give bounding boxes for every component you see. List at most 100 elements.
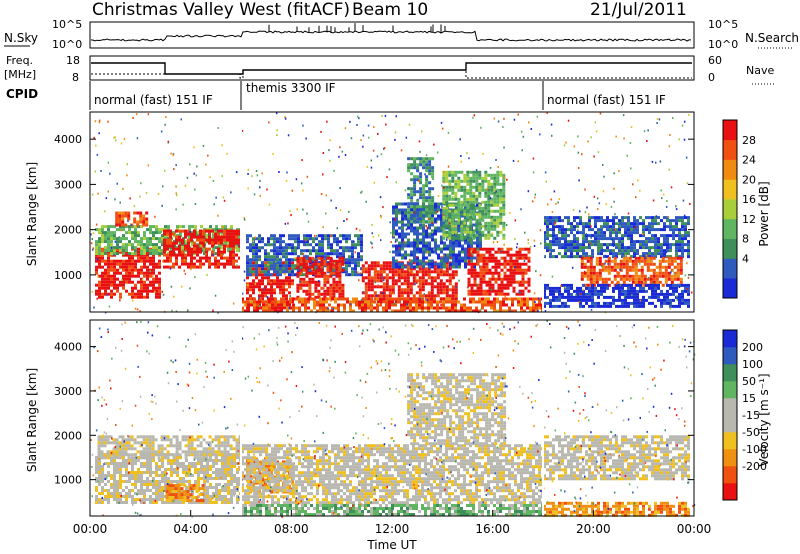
- velocity-colorbar-swatch-9: [723, 330, 737, 348]
- xtick-label-3: 12:00: [375, 522, 410, 536]
- velocity-ytick-label-1: 3000: [54, 385, 82, 398]
- power-axes: [89, 111, 695, 313]
- power-colorbar-tick-0: 28: [742, 134, 756, 147]
- xtick-label-5: 20:00: [576, 522, 611, 536]
- velocity-colorbar-label: Velocity [m s⁻¹]: [757, 373, 771, 466]
- power-ytick-label-0: 4000: [54, 133, 82, 146]
- velocity-colorbar-swatch-1: [723, 466, 737, 484]
- n-tick-right-top: 10^5: [708, 18, 738, 31]
- power-colorbar-swatch-6: [723, 159, 737, 180]
- n-tick-left-bottom: 10^0: [52, 38, 82, 51]
- power-colorbar-frame: [722, 119, 738, 299]
- velocity-colorbar-swatch-7: [723, 364, 737, 382]
- power-region-14: [580, 256, 683, 287]
- noise-axes: [89, 21, 695, 49]
- date-label: 21/Jul/2011: [590, 0, 687, 20]
- nave-trace: [91, 69, 692, 79]
- freq-unit: [MHz]: [4, 68, 36, 81]
- velocity-scatter: [90, 320, 696, 518]
- freq-trace: [91, 62, 692, 75]
- velocity-colorbar: 200 100 50 15 -15 -50 -100 -200: [722, 329, 767, 501]
- power-colorbar-tick-6: 4: [742, 252, 749, 265]
- velocity-xticks: 00:00 04:00 08:00 12:00 16:00 20:00 00:00: [73, 510, 712, 536]
- power-colorbar-swatch-8: [723, 120, 737, 141]
- station-title: Christmas Valley West (fitACF): [92, 0, 350, 20]
- velocity-ylabel: Slant Range [km]: [25, 368, 39, 472]
- velocity-heatmap: [90, 320, 696, 518]
- velocity-region-1: [97, 435, 242, 460]
- freq-tick-bottom: 8: [72, 71, 79, 84]
- power-colorbar-tick-4: 12: [742, 213, 756, 226]
- power-region-6: [296, 256, 345, 299]
- nave-tick-top: 60: [708, 54, 722, 67]
- power-region-2: [163, 229, 241, 269]
- velocity-yticks: 4000 3000 2000 1000: [54, 341, 694, 487]
- velocity-colorbar-tick-7: -200: [742, 460, 767, 473]
- power-region-9: [407, 157, 435, 224]
- velocity-colorbar-tick-3: 15: [742, 392, 756, 405]
- nave-tick-bottom: 0: [708, 71, 715, 84]
- power-colorbar-tick-1: 24: [742, 154, 756, 167]
- power-colorbar-tick-3: 16: [742, 193, 756, 206]
- velocity-region-7: [543, 435, 690, 481]
- velocity-region-8: [543, 501, 690, 517]
- power-colorbar-label: Power [dB]: [757, 181, 771, 246]
- power-region-15: [543, 283, 690, 308]
- velocity-colorbar-tick-6: -100: [742, 443, 767, 456]
- velocity-ytick-label-0: 4000: [54, 341, 82, 354]
- power-region-7: [361, 261, 458, 304]
- power-ytick-label-1: 3000: [54, 178, 82, 191]
- xtick-label-2: 08:00: [274, 522, 309, 536]
- beam-label: Beam 10: [352, 0, 428, 20]
- nsky-spikes: [268, 23, 446, 33]
- velocity-region-2: [165, 484, 205, 503]
- time-xlabel: Time UT: [366, 538, 417, 552]
- power-region-3: [115, 211, 149, 227]
- cpid-label: CPID: [6, 87, 38, 101]
- power-ytick-label-3: 1000: [54, 269, 82, 282]
- xtick-label-6: 00:00: [677, 522, 712, 536]
- velocity-colorbar-swatch-0: [723, 483, 737, 501]
- power-region-11: [467, 247, 531, 296]
- velocity-colorbar-frame: [722, 329, 738, 501]
- power-region-13: [543, 216, 690, 259]
- power-colorbar-swatch-7: [723, 139, 737, 160]
- velocity-colorbar-tick-1: 100: [742, 358, 763, 371]
- n-tick-left-top: 10^5: [52, 18, 82, 31]
- power-colorbar-swatch-2: [723, 238, 737, 259]
- power-colorbar-swatch-4: [723, 199, 737, 220]
- velocity-colorbar-tick-5: -50: [742, 426, 760, 439]
- velocity-colorbar-tick-4: -15: [742, 409, 760, 422]
- cpid-segment-0: normal (fast) 151 IF: [94, 93, 213, 107]
- velocity-colorbar-swatch-8: [723, 347, 737, 365]
- power-ytick-label-2: 2000: [54, 224, 82, 237]
- nsky-trace: [90, 30, 691, 42]
- power-colorbar-swatch-1: [723, 258, 737, 279]
- velocity-region-0: [95, 453, 242, 504]
- power-region-12: [241, 297, 544, 313]
- velocity-ytick-label-3: 1000: [54, 474, 82, 487]
- power-colorbar-tick-5: 8: [742, 233, 749, 246]
- nsearch-label: N.Search: [745, 31, 799, 45]
- freq-axes: [89, 55, 695, 81]
- power-ylabel: Slant Range [km]: [25, 162, 39, 266]
- power-region-10: [442, 170, 506, 240]
- power-heatmap: [90, 112, 693, 314]
- n-tick-right-bottom: 10^0: [708, 38, 738, 51]
- velocity-region-4: [241, 444, 544, 505]
- power-colorbar-swatch-0: [723, 278, 737, 299]
- velocity-colorbar-swatch-4: [723, 415, 737, 433]
- power-region-0: [95, 247, 161, 299]
- power-scatter: [90, 112, 693, 314]
- power-colorbar-swatch-5: [723, 179, 737, 200]
- velocity-colorbar-tick-2: 50: [742, 375, 756, 388]
- noise-panel: N.Sky 10^5 10^0 10^5 10^0 N.Search: [4, 18, 799, 51]
- power-colorbar: 28 24 20 16 12 8 4: [722, 119, 756, 299]
- velocity-colorbar-swatch-6: [723, 381, 737, 399]
- freq-label: Freq.: [6, 54, 33, 67]
- power-yticks: 4000 3000 2000 1000: [54, 133, 694, 282]
- xtick-label-0: 00:00: [73, 522, 108, 536]
- velocity-colorbar-swatch-2: [723, 449, 737, 467]
